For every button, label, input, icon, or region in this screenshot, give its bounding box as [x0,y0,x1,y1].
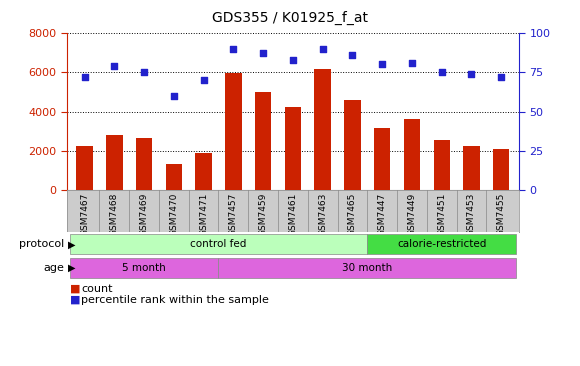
Text: count: count [81,284,113,294]
Text: GSM7469: GSM7469 [140,193,148,236]
Point [259,51,268,56]
Text: control fed: control fed [190,239,246,249]
Bar [219,258,516,278]
Text: 30 month: 30 month [342,263,393,273]
Bar [404,119,420,190]
Text: GSM7455: GSM7455 [496,193,506,236]
Bar [166,164,182,190]
Text: GDS355 / K01925_f_at: GDS355 / K01925_f_at [212,11,368,25]
Bar [225,73,241,190]
Bar [345,100,361,190]
Text: GSM7465: GSM7465 [348,193,357,236]
Bar [77,146,93,190]
Bar [493,149,509,190]
Point [139,69,148,75]
Point [199,77,208,83]
Bar [463,146,480,190]
Point [288,57,298,63]
Text: protocol: protocol [19,239,64,249]
Text: calorie-restricted: calorie-restricted [397,239,487,249]
Bar [314,69,331,190]
Text: 5 month: 5 month [122,263,166,273]
Point [318,46,327,52]
Bar [285,107,301,190]
Bar [195,153,212,190]
Bar [70,258,219,278]
Point [467,71,476,77]
Point [110,63,119,69]
Bar [136,138,153,190]
Point [437,69,447,75]
Point [348,52,357,58]
Point [169,93,179,99]
Text: GSM7463: GSM7463 [318,193,327,236]
Point [80,74,89,80]
Point [378,61,387,67]
Text: age: age [43,263,64,273]
Text: ▶: ▶ [68,263,75,273]
Text: ▶: ▶ [68,239,75,249]
Text: GSM7468: GSM7468 [110,193,119,236]
Text: ■: ■ [70,295,80,305]
Bar [106,135,122,190]
Bar [367,234,516,254]
Text: GSM7461: GSM7461 [288,193,298,236]
Text: GSM7467: GSM7467 [80,193,89,236]
Text: GSM7447: GSM7447 [378,193,387,236]
Text: GSM7457: GSM7457 [229,193,238,236]
Text: GSM7451: GSM7451 [437,193,446,236]
Bar [374,128,390,190]
Text: GSM7470: GSM7470 [169,193,178,236]
Point [229,46,238,52]
Text: percentile rank within the sample: percentile rank within the sample [81,295,269,305]
Text: GSM7471: GSM7471 [199,193,208,236]
Bar [255,92,271,190]
Text: GSM7459: GSM7459 [259,193,267,236]
Text: GSM7453: GSM7453 [467,193,476,236]
Text: GSM7449: GSM7449 [408,193,416,236]
Bar [433,140,450,190]
Point [496,74,506,80]
Bar [70,234,367,254]
Text: ■: ■ [70,284,80,294]
Point [407,60,416,66]
